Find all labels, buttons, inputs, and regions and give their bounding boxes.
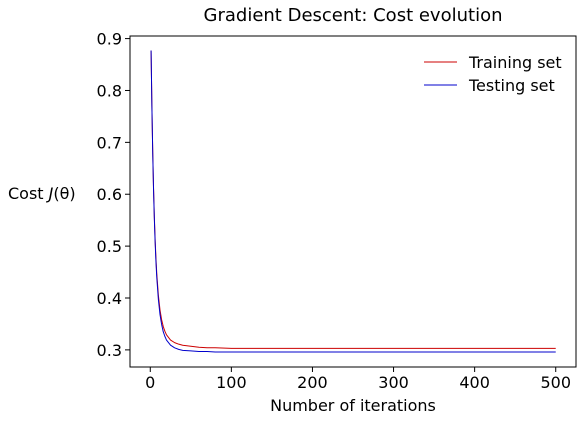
legend-label: Testing set xyxy=(468,76,555,95)
series-line-testing xyxy=(150,50,556,353)
y-axis-label-theta: (θ) xyxy=(53,184,75,203)
y-axis-ticks: 0.3 0.4 0.5 0.6 0.7 0.8 0.9 xyxy=(97,30,130,360)
y-tick-label: 0.6 xyxy=(97,185,122,204)
chart-title: Gradient Descent: Cost evolution xyxy=(204,5,503,26)
x-axis-label: Number of iterations xyxy=(270,396,436,415)
y-tick-label: 0.5 xyxy=(97,237,122,256)
x-tick-label: 0 xyxy=(145,373,155,392)
y-tick-label: 0.3 xyxy=(97,341,122,360)
y-tick-label: 0.4 xyxy=(97,289,122,308)
y-tick-label: 0.8 xyxy=(97,81,122,100)
series-line-training xyxy=(150,50,556,349)
y-axis-label-prefix: Cost xyxy=(8,184,49,203)
x-tick-label: 400 xyxy=(459,373,490,392)
series-layer xyxy=(150,50,556,353)
y-tick-label: 0.7 xyxy=(97,133,122,152)
x-tick-label: 100 xyxy=(216,373,247,392)
x-axis-ticks: 0 100 200 300 400 500 xyxy=(145,367,571,392)
y-tick-label: 0.9 xyxy=(97,30,122,49)
plot-frame xyxy=(129,35,577,368)
x-tick-label: 200 xyxy=(297,373,328,392)
x-tick-label: 300 xyxy=(378,373,409,392)
legend-label: Training set xyxy=(468,53,562,72)
y-axis-label-j: J xyxy=(46,184,54,203)
legend: Training set Testing set xyxy=(424,53,562,95)
y-axis-label: Cost J(θ) xyxy=(8,184,76,203)
plot-area xyxy=(129,35,577,368)
x-tick-label: 500 xyxy=(540,373,571,392)
